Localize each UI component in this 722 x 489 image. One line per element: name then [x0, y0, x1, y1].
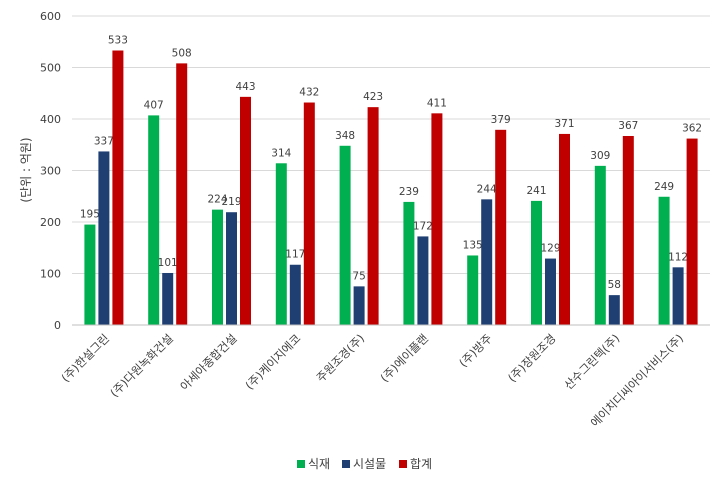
- data-label: 314: [271, 147, 291, 159]
- x-category-label: 산수그린텍(주): [561, 331, 622, 392]
- y-tick-label: 600: [40, 10, 61, 23]
- data-label: 337: [94, 135, 114, 147]
- data-label: 371: [554, 118, 574, 130]
- data-label: 135: [463, 239, 483, 251]
- bar-식재: [148, 115, 160, 326]
- data-label: 379: [491, 114, 511, 126]
- bar-시설물: [417, 236, 429, 325]
- data-label: 249: [654, 181, 674, 193]
- y-tick-label: 0: [54, 319, 61, 332]
- bar-합계: [303, 102, 315, 326]
- data-label: 117: [285, 249, 305, 261]
- data-label: 348: [335, 130, 355, 142]
- bar-시설물: [226, 212, 237, 325]
- bar-시설물: [353, 286, 365, 325]
- bar-식재: [531, 200, 542, 325]
- data-label: 195: [80, 209, 100, 221]
- x-category-label: (주)케이지에코: [242, 331, 303, 392]
- legend-label: 합계: [410, 457, 432, 471]
- bar-시설물: [545, 258, 556, 325]
- bar-시설물: [162, 272, 174, 325]
- x-category-label: (주)방주: [456, 331, 495, 370]
- x-category-label: 주원조경(주): [314, 331, 368, 385]
- y-tick-label: 300: [40, 165, 61, 178]
- bar-식재: [212, 209, 223, 325]
- data-label: 172: [413, 220, 433, 232]
- legend-label: 식재: [308, 457, 330, 471]
- data-label: 533: [108, 35, 128, 47]
- y-tick-label: 200: [40, 216, 61, 229]
- x-category-label: 아세아종합건설: [177, 331, 239, 393]
- bar-합계: [686, 138, 698, 325]
- bar-식재: [339, 145, 351, 325]
- data-label: 75: [352, 270, 365, 282]
- data-label: 407: [144, 99, 164, 111]
- bar-합계: [431, 113, 443, 326]
- data-label: 58: [608, 279, 621, 291]
- bar-시설물: [608, 295, 620, 325]
- y-tick-label: 400: [40, 113, 61, 126]
- bar-식재: [275, 163, 287, 325]
- bar-합계: [176, 63, 188, 325]
- bar-합계: [495, 129, 507, 325]
- data-label: 224: [207, 194, 227, 206]
- x-category-label: (주)한설그린: [58, 331, 112, 385]
- bar-식재: [658, 196, 670, 325]
- data-label: 367: [618, 120, 638, 132]
- data-label: 443: [235, 81, 255, 93]
- bar-식재: [467, 255, 479, 325]
- data-label: 432: [299, 87, 319, 99]
- bar-식재: [84, 224, 96, 325]
- bar-시설물: [672, 267, 684, 325]
- bar-합계: [112, 50, 124, 325]
- data-label: 508: [172, 47, 192, 59]
- data-label: 423: [363, 91, 383, 103]
- bar-시설물: [98, 151, 110, 325]
- bar-시설물: [481, 199, 493, 325]
- data-label: 219: [221, 196, 241, 208]
- bar-시설물: [289, 264, 301, 325]
- y-tick-label: 100: [40, 268, 61, 281]
- data-label: 101: [158, 257, 178, 269]
- y-tick-label: 500: [40, 62, 61, 75]
- y-axis-label: (단위 : 억원): [19, 137, 33, 202]
- data-label: 239: [399, 186, 419, 198]
- legend-label: 시설물: [353, 457, 386, 471]
- data-label: 411: [427, 97, 447, 109]
- bar-합계: [559, 133, 570, 325]
- x-category-label: (주)다원녹화건설: [107, 331, 176, 400]
- bar-합계: [240, 96, 251, 325]
- data-label: 362: [682, 123, 702, 135]
- x-category-label: (주)에이플랜: [377, 331, 431, 385]
- data-label: 241: [526, 185, 546, 197]
- data-label: 244: [477, 183, 497, 195]
- bar-식재: [403, 201, 415, 325]
- data-label: 112: [668, 251, 688, 263]
- bar-합계: [367, 107, 379, 325]
- bar-식재: [594, 165, 606, 325]
- legend-swatch-시설물: [342, 460, 350, 468]
- data-label: 309: [590, 150, 610, 162]
- bar-합계: [622, 135, 634, 325]
- x-category-label: (주)장원조경: [505, 331, 559, 385]
- legend-swatch-합계: [399, 460, 407, 468]
- data-label: 129: [540, 243, 560, 255]
- legend-swatch-식재: [297, 460, 305, 468]
